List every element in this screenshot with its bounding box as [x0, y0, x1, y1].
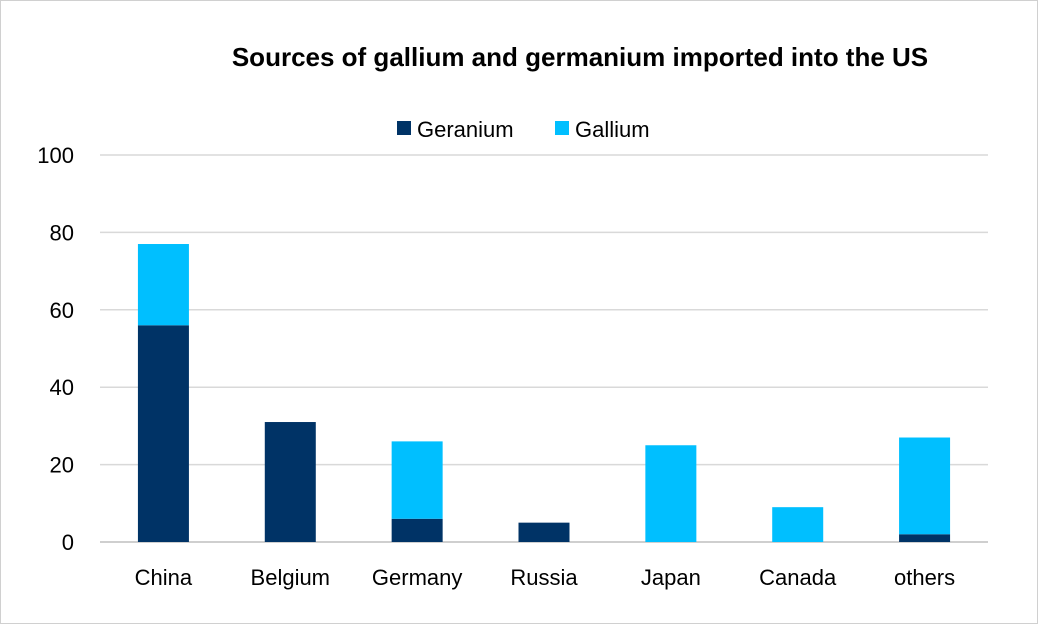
bar-japan-gallium	[645, 445, 697, 542]
bar-china-gallium	[137, 244, 189, 326]
x-tick-label-germany: Germany	[372, 565, 462, 590]
x-tick-label-belgium: Belgium	[251, 565, 330, 590]
legend-label-geranium: Geranium	[417, 117, 514, 142]
bar-belgium-geranium	[264, 422, 316, 542]
y-tick-label-100: 100	[37, 143, 74, 168]
legend-label-gallium: Gallium	[575, 117, 650, 142]
y-tick-label-20: 20	[50, 453, 74, 478]
legend: Geranium Gallium	[397, 117, 650, 142]
bars	[137, 244, 951, 542]
y-tick-label-80: 80	[50, 220, 74, 245]
x-tick-label-japan: Japan	[641, 565, 701, 590]
bar-others-geranium	[899, 534, 951, 542]
bar-china-geranium	[137, 325, 189, 542]
y-tick-label-40: 40	[50, 375, 74, 400]
legend-swatch-geranium	[397, 121, 411, 135]
bar-germany-geranium	[391, 518, 443, 542]
y-tick-label-60: 60	[50, 298, 74, 323]
y-axis-tick-labels: 0 20 40 60 80 100	[37, 143, 74, 555]
y-tick-label-0: 0	[62, 530, 74, 555]
x-axis-tick-labels: China Belgium Germany Russia Japan Canada othe…	[135, 565, 955, 590]
bar-germany-gallium	[391, 441, 443, 519]
x-tick-label-others: others	[894, 565, 955, 590]
x-tick-label-china: China	[135, 565, 193, 590]
chart-title: Sources of gallium and germanium importe…	[232, 42, 928, 72]
bar-canada-gallium	[772, 507, 824, 542]
gridlines	[100, 154, 988, 543]
x-tick-label-russia: Russia	[510, 565, 578, 590]
legend-swatch-gallium	[555, 121, 569, 135]
x-tick-label-canada: Canada	[759, 565, 837, 590]
bar-russia-geranium	[518, 522, 570, 542]
bar-others-gallium	[899, 437, 951, 535]
